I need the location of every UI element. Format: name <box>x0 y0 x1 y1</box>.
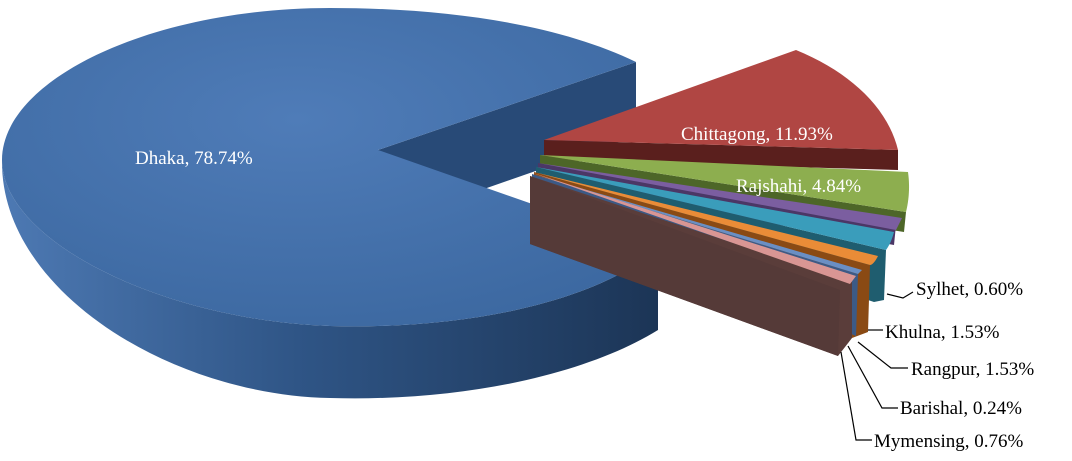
label-rajshahi: Rajshahi, 4.84% <box>736 176 861 197</box>
label-khulna: Khulna, 1.53% <box>885 322 1000 343</box>
leader-line-rangpur <box>857 341 908 369</box>
label-chittagong: Chittagong, 11.93% <box>681 124 833 145</box>
slice-mymensing <box>530 172 856 356</box>
data-labels: Dhaka, 78.74% Chittagong, 11.93% Rajshah… <box>135 124 1034 452</box>
leader-lines <box>840 291 914 441</box>
slice-sylhet-top <box>538 163 902 230</box>
slice-khulna-top <box>536 167 894 250</box>
slice-chittagong-top <box>544 50 898 150</box>
leader-line-sylhet <box>886 291 914 299</box>
leader-line-barishal <box>847 345 898 409</box>
label-dhaka: Dhaka, 78.74% <box>135 148 253 169</box>
slice-mymensing-front <box>530 176 840 356</box>
slice-rangpur-top <box>534 172 878 265</box>
leader-line-mymensing <box>840 351 872 441</box>
label-barishal: Barishal, 0.24% <box>900 398 1022 419</box>
slice-mymensing-top <box>530 172 856 284</box>
slice-rajshahi-top <box>540 155 910 212</box>
slice-dhaka-side <box>1 160 658 399</box>
slice-dhaka <box>1 8 658 399</box>
label-rangpur: Rangpur, 1.53% <box>911 359 1034 380</box>
label-sylhet: Sylhet, 0.60% <box>916 279 1023 300</box>
slice-dhaka-top <box>2 8 658 327</box>
label-mymensing: Mymensing, 0.76% <box>874 431 1024 452</box>
